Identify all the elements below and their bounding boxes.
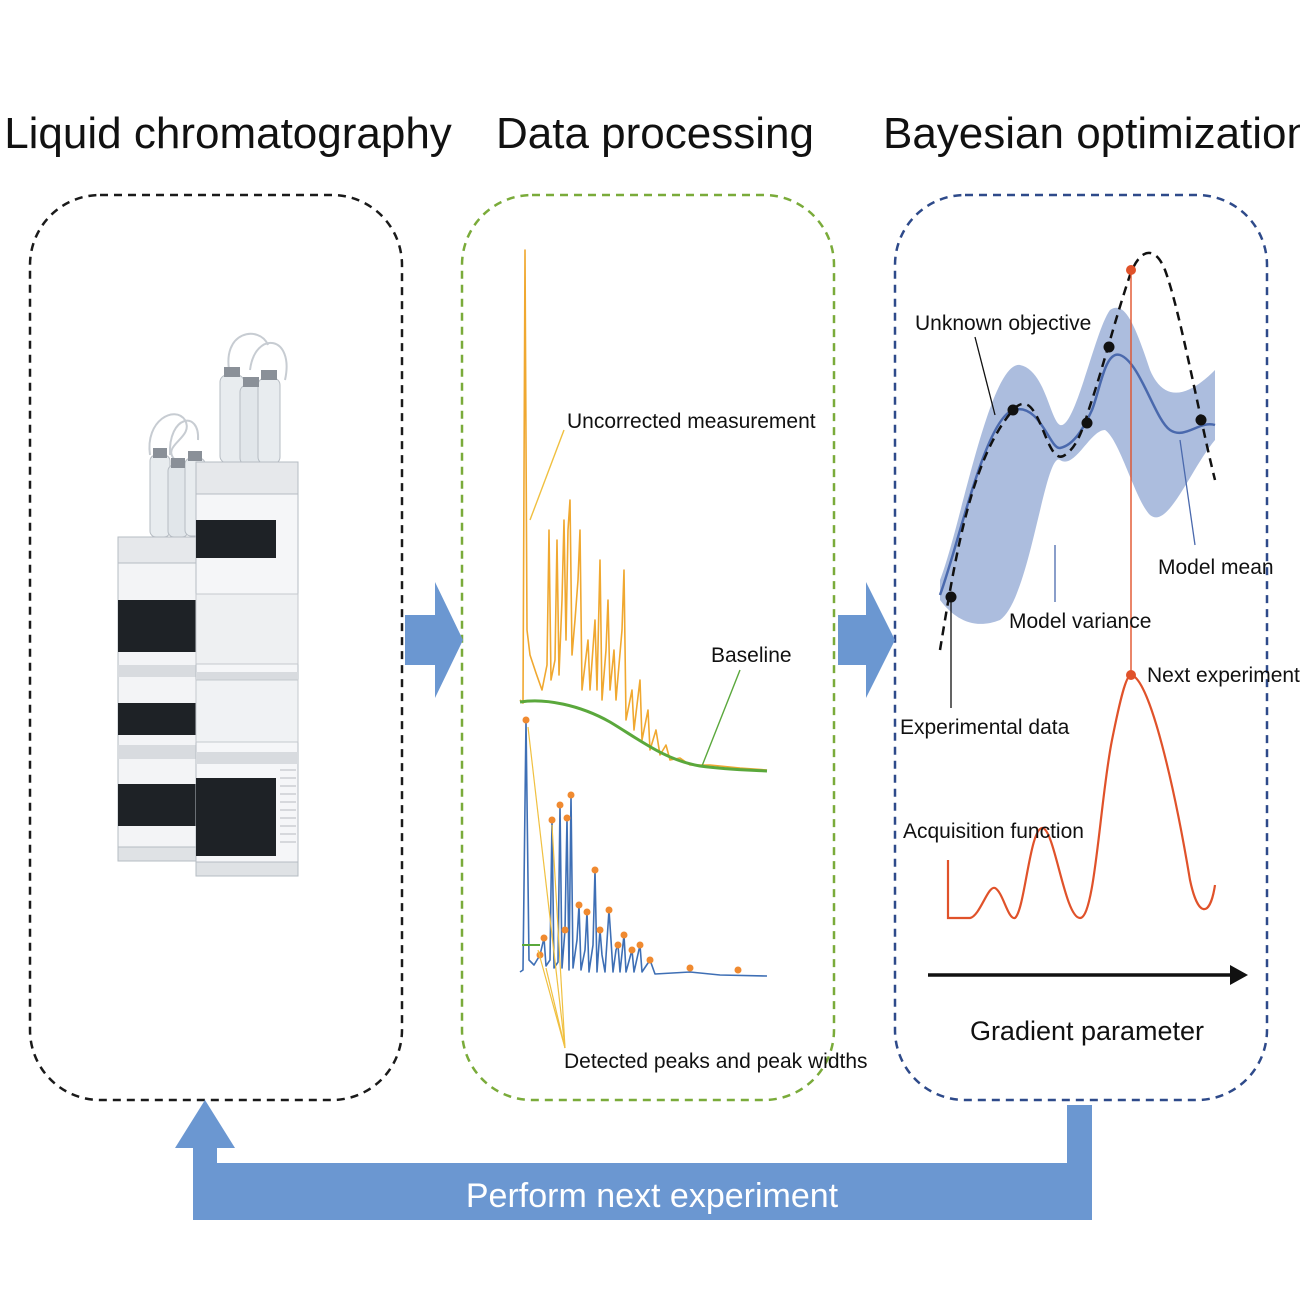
baseline-curve: [519, 699, 768, 773]
loop-label: Perform next experiment: [466, 1177, 839, 1215]
label-experimental-data: Experimental data: [900, 716, 1070, 739]
unknown-objective-curve: [938, 251, 1217, 651]
solvent-bottle-icon: [149, 454, 171, 538]
experimental-data-points: [945, 341, 1207, 603]
solvent-bottle-icon: [257, 377, 281, 465]
arrow-lc-to-dp: [405, 582, 463, 698]
acquisition-function-curve: [946, 673, 1217, 920]
label-uncorrected-measurement: Uncorrected measurement: [567, 410, 816, 433]
peak-label-leaders: [527, 726, 566, 1049]
title-data-processing: Data processing: [496, 109, 814, 158]
model-variance-band: [940, 307, 1215, 624]
arrow-dp-to-bo: [838, 582, 895, 698]
panel-liquid-chromatography: [28, 193, 404, 1102]
corrected-chromatogram: [519, 719, 768, 977]
label-unknown-objective: Unknown objective: [915, 312, 1091, 335]
lc-instrument: [117, 332, 299, 877]
next-experiment-point: [1126, 265, 1136, 275]
label-gradient-parameter: Gradient parameter: [970, 1016, 1204, 1046]
label-next-experiment: Next experiment: [1147, 664, 1300, 687]
label-detected-peaks: Detected peaks and peak widths: [564, 1050, 868, 1073]
title-bayesian-optimization: Bayesian optimization: [883, 109, 1300, 158]
axis-arrowhead-icon: [1230, 965, 1248, 985]
acquisition-max-point: [1126, 670, 1136, 680]
label-model-variance: Model variance: [1009, 610, 1151, 633]
label-model-mean: Model mean: [1158, 556, 1274, 579]
detected-peak-markers: [522, 716, 742, 974]
uncorrected-chromatogram: [519, 249, 768, 771]
feedback-loop-arrow: [175, 1100, 1092, 1220]
label-baseline: Baseline: [711, 644, 792, 667]
title-liquid-chromatography: Liquid chromatography: [4, 109, 452, 158]
panel-data-processing: [460, 193, 836, 1102]
label-acquisition-function: Acquisition function: [903, 820, 1084, 843]
panel-bayesian-optimization: [893, 193, 1269, 1102]
